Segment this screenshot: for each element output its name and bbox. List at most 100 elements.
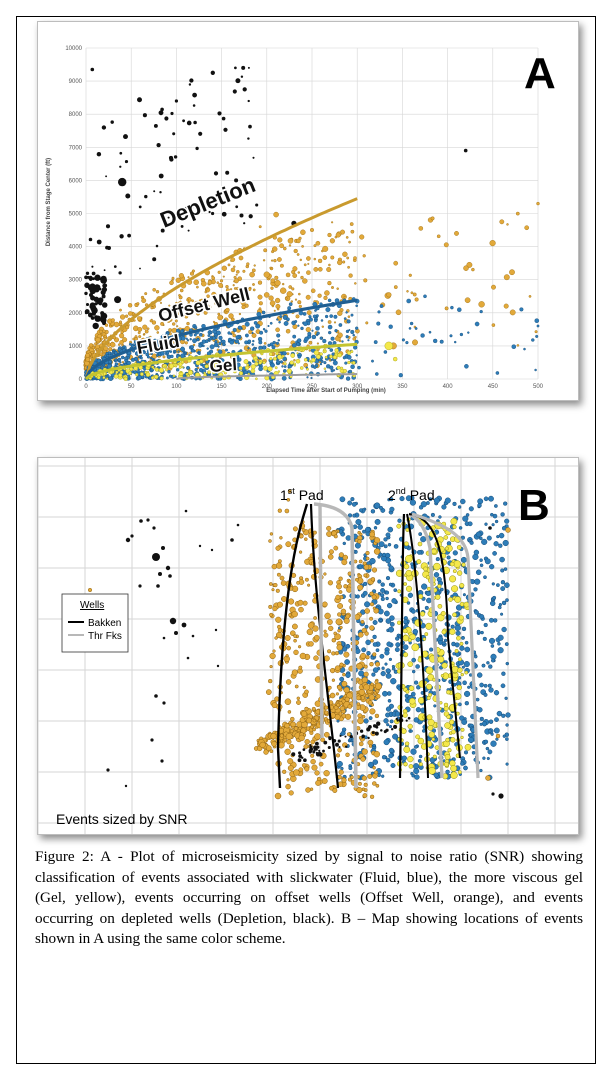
map-point-fluid xyxy=(474,578,481,585)
point-fluid xyxy=(348,369,353,374)
point-fluid xyxy=(235,335,240,340)
point-offset-well xyxy=(285,328,291,334)
map-point-offset-well xyxy=(279,733,284,738)
map-point-fluid xyxy=(486,756,490,761)
point-depletion xyxy=(252,156,255,159)
point-offset-well xyxy=(509,269,515,276)
point-fluid xyxy=(308,317,313,322)
point-depletion xyxy=(118,177,127,187)
map-point-offset-well xyxy=(304,766,310,772)
point-offset-well xyxy=(274,297,281,304)
map-point-offset-well xyxy=(312,530,317,535)
point-fluid xyxy=(165,351,170,355)
map-point-offset-well xyxy=(299,652,307,660)
point-fluid xyxy=(108,359,113,364)
point-fluid xyxy=(320,359,324,363)
point-fluid xyxy=(193,333,197,337)
point-depletion xyxy=(221,211,227,217)
map-point-depletion xyxy=(181,622,187,628)
point-gel xyxy=(168,363,174,369)
map-point-fluid xyxy=(369,557,376,565)
map-point-offset-well xyxy=(327,619,333,625)
point-gel xyxy=(324,355,328,359)
point-gel xyxy=(215,360,219,364)
map-point-fluid xyxy=(364,601,371,608)
point-gel xyxy=(165,368,169,372)
point-gel xyxy=(283,362,287,366)
point-offset-well xyxy=(221,265,227,271)
point-offset-well xyxy=(354,282,357,285)
map-point-depletion xyxy=(335,742,339,747)
point-fluid xyxy=(244,321,250,327)
point-gel xyxy=(118,373,123,378)
point-fluid xyxy=(269,321,273,325)
map-point-offset-well xyxy=(337,628,341,633)
map-point-fluid xyxy=(476,629,481,634)
point-fluid xyxy=(267,343,271,347)
point-offset-well xyxy=(230,257,236,262)
point-gel xyxy=(238,366,243,371)
map-point-depletion xyxy=(491,792,495,796)
point-fluid xyxy=(194,326,198,329)
point-fluid xyxy=(186,365,190,370)
map-point-offset-well xyxy=(263,749,269,755)
map-point-fluid xyxy=(340,766,344,771)
point-fluid xyxy=(206,347,209,350)
map-point-fluid xyxy=(372,620,378,625)
map-point-fluid xyxy=(354,542,361,549)
map-point-fluid xyxy=(385,668,391,674)
point-gel xyxy=(212,370,216,375)
map-point-fluid xyxy=(421,583,428,590)
panel-letter-a: A xyxy=(524,49,556,98)
point-gel xyxy=(310,361,313,364)
point-fluid xyxy=(189,338,192,341)
map-point-offset-well xyxy=(342,554,349,561)
point-depletion xyxy=(160,228,165,233)
point-fluid xyxy=(255,323,261,329)
map-point-offset-well xyxy=(298,606,304,613)
map-point-fluid xyxy=(460,498,466,505)
point-offset-well xyxy=(290,300,293,303)
point-depletion xyxy=(93,296,100,303)
point-offset-well xyxy=(295,314,300,319)
point-depletion xyxy=(119,234,124,239)
point-offset-well xyxy=(204,290,208,294)
map-point-gel xyxy=(404,541,409,547)
map-point-fluid xyxy=(477,707,483,713)
map-point-fluid xyxy=(501,671,506,676)
y-tick-label: 10000 xyxy=(65,46,82,52)
point-fluid xyxy=(534,368,537,372)
point-offset-well xyxy=(287,238,294,244)
map-point-gel xyxy=(456,684,463,691)
point-fluid xyxy=(343,317,347,320)
map-point-fluid xyxy=(380,588,386,593)
point-depletion xyxy=(92,322,99,330)
map-point-fluid xyxy=(490,512,494,517)
map-point-gel xyxy=(441,662,448,669)
point-fluid xyxy=(332,369,336,372)
point-depletion xyxy=(188,83,192,86)
map-point-gel xyxy=(427,725,434,731)
point-fluid xyxy=(333,314,338,319)
map-point-fluid xyxy=(436,576,442,583)
panel-letter-b: B xyxy=(518,481,550,530)
point-depletion xyxy=(182,119,186,123)
point-depletion xyxy=(156,142,161,148)
map-point-depletion xyxy=(318,749,321,752)
point-offset-well xyxy=(203,310,208,315)
map-point-fluid xyxy=(384,610,390,617)
map-point-offset-well xyxy=(290,630,296,636)
map-point-fluid xyxy=(462,593,466,597)
point-depletion xyxy=(208,210,211,214)
map-point-fluid xyxy=(504,582,510,588)
map-point-fluid xyxy=(381,666,385,670)
point-gel xyxy=(267,366,273,372)
point-offset-well xyxy=(292,266,298,272)
point-depletion xyxy=(463,148,468,153)
point-depletion xyxy=(84,291,88,296)
point-offset-well xyxy=(353,256,357,260)
point-offset-well xyxy=(241,288,246,292)
map-point-depletion xyxy=(323,740,328,745)
point-depletion xyxy=(124,160,129,164)
point-offset-well xyxy=(192,343,196,347)
